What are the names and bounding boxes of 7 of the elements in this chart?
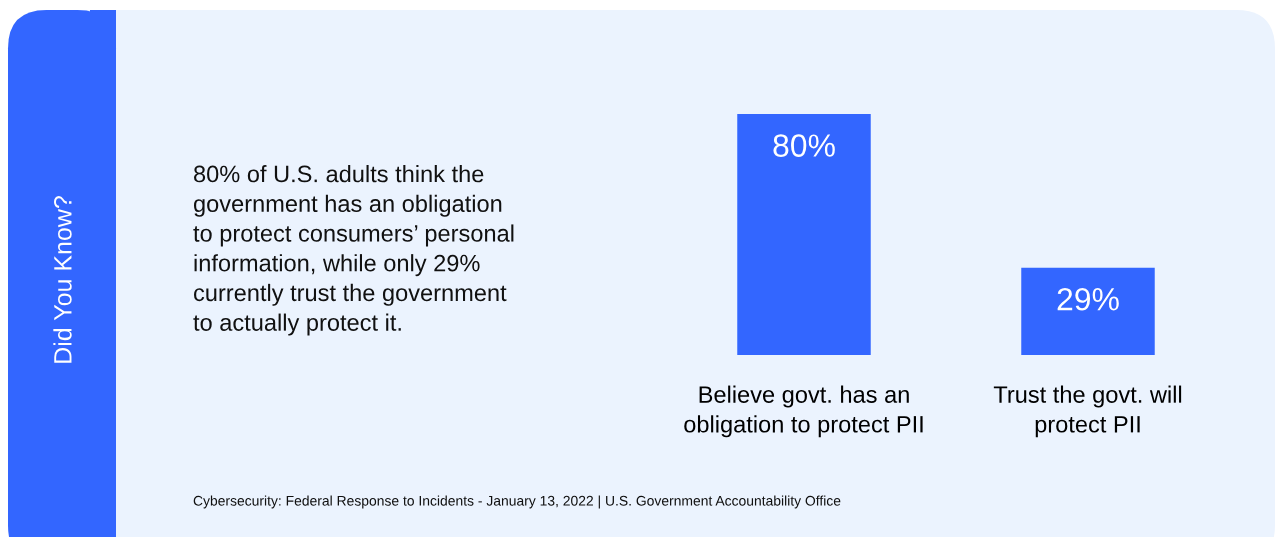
data-label: 80%: [773, 134, 835, 157]
x-tick-label: Believe govt. has an obligation to protect PII: [684, 385, 923, 438]
text: Did You Know?: [53, 196, 72, 363]
x-tick-label: Trust the govt. will protect PII: [993, 385, 1182, 438]
data-label: 29%: [1057, 287, 1119, 311]
text: Cybersecurity: Federal Response to Incidents - January 13, 2022 | U.S. Government Accountability Office: [193, 495, 841, 509]
text: 80% of U.S. adults think the government has an obligation to protect consumers’ personal information, while only 29% currently trust the government to actually protect it.: [193, 165, 514, 336]
